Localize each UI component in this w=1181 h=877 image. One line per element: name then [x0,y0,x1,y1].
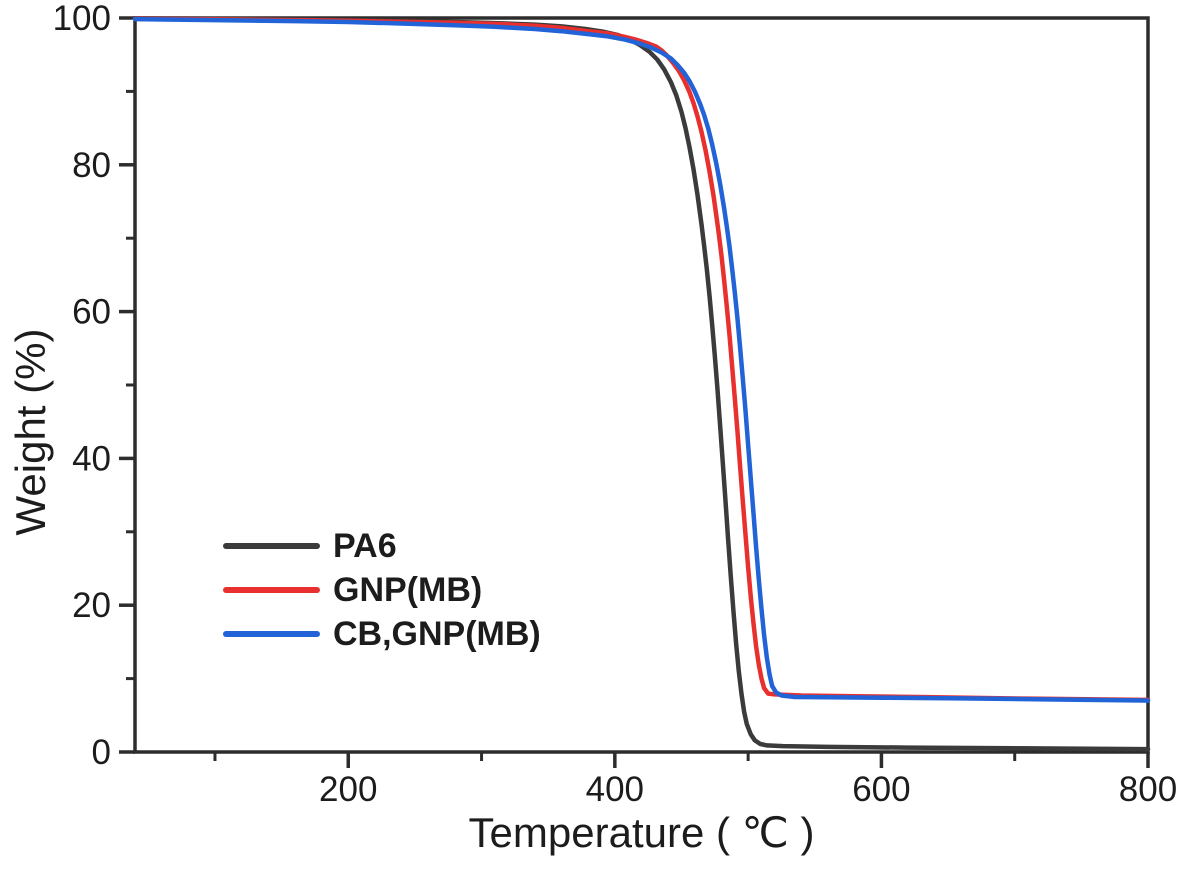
series-curve-gnp-mb [132,16,1151,703]
y-axis-label: Weight (%) [7,328,54,536]
x-tick-label: 800 [1119,770,1177,809]
y-tick-label: 100 [53,0,111,38]
y-tick-label: 40 [72,439,111,478]
x-tick-label: 200 [319,770,377,809]
legend-item-gnp-mb: GNP(MB) [223,568,541,612]
x-tick-label: 600 [852,770,910,809]
y-tick-label: 0 [92,733,111,772]
legend-label: CB,GNP(MB) [333,615,541,653]
legend-line-swatch [223,587,320,593]
x-axis-label: Temperature ( ℃ ) [468,809,815,856]
legend-line-swatch [223,543,320,549]
y-tick-label: 80 [72,146,111,185]
legend-item-cb-gnp-mb: CB,GNP(MB) [223,612,541,656]
x-tick-label: 400 [586,770,644,809]
series-curve-cb-gnp-mb [132,16,1151,703]
legend-label: GNP(MB) [333,571,483,609]
y-tick-label: 20 [72,586,111,625]
y-tick-label: 60 [72,293,111,332]
legend-label: PA6 [333,527,397,565]
legend-line-swatch [223,631,320,637]
legend-item-pa6: PA6 [223,524,541,568]
chart-legend: PA6 GNP(MB) CB,GNP(MB) [223,524,541,656]
